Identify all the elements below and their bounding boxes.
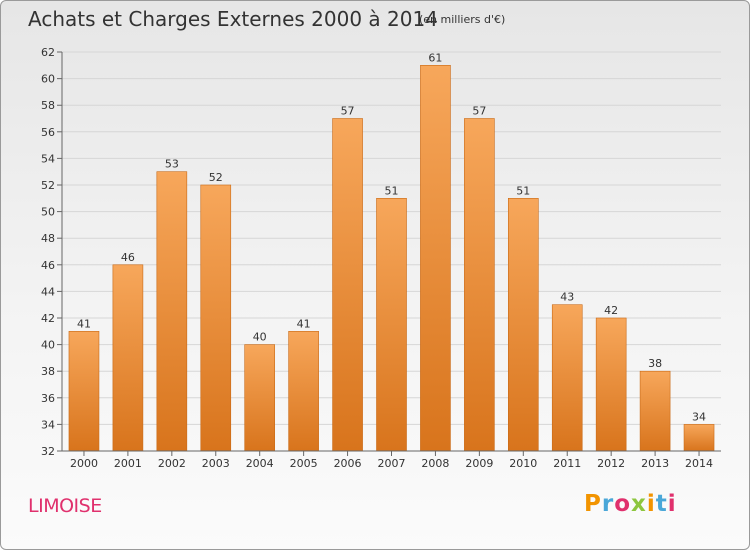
x-tick-label: 2008: [421, 457, 449, 470]
y-axis: 32 34 36 38 40 42 44 46 48 50 52 54 56 58 60 62: [41, 46, 63, 458]
bar-2003: [200, 184, 232, 452]
y-tick-label: 46: [41, 259, 55, 272]
x-tick-label: 2007: [378, 457, 406, 470]
x-tick-label: 2010: [509, 457, 537, 470]
x-tick-label: 2014: [685, 457, 713, 470]
bar-value-label: 38: [648, 357, 662, 370]
bar-value-label: 43: [560, 291, 574, 304]
y-tick-label: 56: [41, 126, 55, 139]
x-tick-label: 2003: [202, 457, 230, 470]
y-tick-label: 54: [41, 152, 55, 165]
bar-value-label: 41: [297, 317, 311, 330]
commune-name: LIMOISE: [28, 495, 102, 517]
x-tick-label: 2004: [246, 457, 274, 470]
x-tick-label: 2002: [158, 457, 186, 470]
bar-2000: [68, 330, 100, 452]
x-axis: 2000 2001 2002 2003 2004 2005 2006 2007 2008 2009…: [62, 450, 721, 470]
logo-letter: i: [646, 491, 656, 517]
bar-2006: [332, 118, 363, 452]
y-tick-label: 42: [41, 312, 55, 325]
x-tick-label: 2000: [70, 457, 98, 470]
bar-value-label: 46: [121, 251, 135, 264]
logo-letter: i: [667, 491, 677, 517]
x-tick-label: 2011: [553, 457, 581, 470]
bar-2010: [507, 198, 539, 452]
bar-2014: [683, 424, 715, 452]
logo-letter: x: [631, 491, 647, 517]
bar-2007: [376, 198, 407, 452]
bar-value-label: 40: [253, 331, 267, 344]
bar-value-label: 42: [604, 304, 618, 317]
y-tick-label: 32: [41, 445, 55, 458]
x-tick-label: 2001: [114, 457, 142, 470]
logo-letter: t: [655, 491, 668, 517]
x-tick-label: 2006: [334, 457, 362, 470]
bar-2011: [551, 304, 583, 452]
bar-value-label: 52: [209, 171, 223, 184]
bar-2009: [464, 118, 495, 452]
y-tick-label: 62: [41, 46, 55, 59]
bar-2008: [420, 65, 451, 452]
y-tick-label: 36: [41, 392, 55, 405]
bar-value-label: 41: [77, 317, 91, 330]
bar-2005: [288, 330, 319, 452]
bars: 41 46 53 52 40 41 57 51 61 57 51 43 42 38 34: [68, 51, 715, 452]
logo-letter: o: [614, 491, 632, 517]
proxiti-logo[interactable]: Proxiti: [584, 491, 677, 517]
bar-2013: [639, 370, 671, 452]
bar-value-label: 51: [385, 184, 399, 197]
bar-2012: [595, 317, 627, 452]
y-tick-label: 40: [41, 339, 55, 352]
bar-2002: [156, 171, 188, 452]
y-tick-label: 58: [41, 99, 55, 112]
x-tick-label: 2005: [290, 457, 318, 470]
bar-value-label: 57: [472, 105, 486, 118]
x-tick-label: 2013: [641, 457, 669, 470]
logo-letter: P: [584, 491, 602, 517]
y-tick-label: 52: [41, 179, 55, 192]
bar-2004: [244, 344, 275, 452]
bar-value-label: 57: [341, 105, 355, 118]
bar-value-label: 51: [516, 184, 530, 197]
x-tick-label: 2012: [597, 457, 625, 470]
logo-letter: r: [601, 491, 615, 517]
y-tick-label: 60: [41, 73, 55, 86]
x-tick-label: 2009: [465, 457, 493, 470]
bar-value-label: 34: [692, 410, 706, 423]
y-tick-label: 50: [41, 206, 55, 219]
chart-subtitle: (en milliers d'€): [419, 13, 506, 26]
y-tick-label: 44: [41, 285, 55, 298]
chart-title: Achats et Charges Externes 2000 à 2014: [28, 7, 438, 31]
y-tick-label: 48: [41, 232, 55, 245]
bar-value-label: 61: [428, 51, 442, 64]
bar-value-label: 53: [165, 158, 179, 171]
y-tick-label: 34: [41, 418, 55, 431]
bar-2001: [112, 264, 144, 452]
y-tick-label: 38: [41, 365, 55, 378]
